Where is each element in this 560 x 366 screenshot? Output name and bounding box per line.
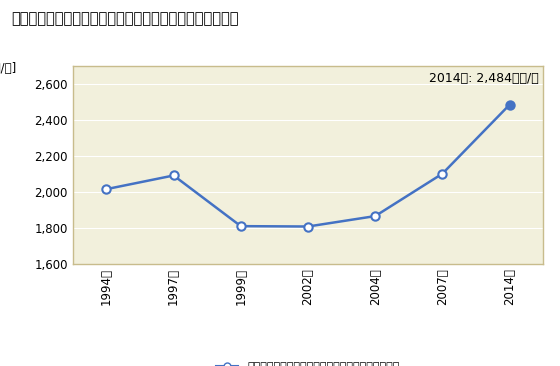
Y-axis label: [万円/人]: [万円/人]: [0, 62, 16, 75]
Legend: その他の小売業の従業者一人当たり年間商品販売額: その他の小売業の従業者一人当たり年間商品販売額: [212, 358, 404, 366]
Text: その他の小売業の従業者一人当たり年間商品販売額の推移: その他の小売業の従業者一人当たり年間商品販売額の推移: [11, 11, 239, 26]
Text: 2014年: 2,484万円/人: 2014年: 2,484万円/人: [429, 72, 539, 85]
